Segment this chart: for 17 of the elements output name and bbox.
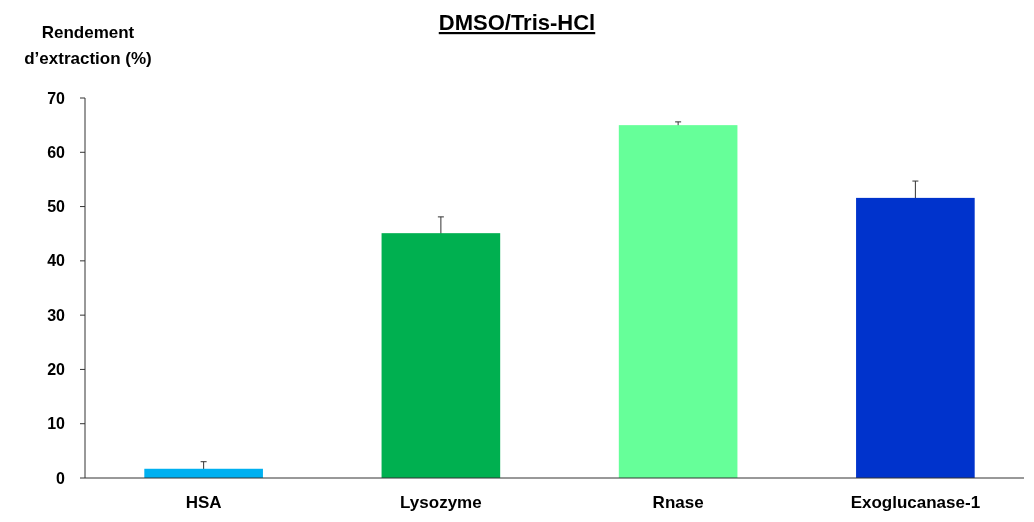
- chart-title: DMSO/Tris-HCl: [438, 10, 596, 35]
- y-tick-label: 0: [56, 469, 66, 487]
- x-tick-label: Lysozyme: [400, 493, 482, 512]
- x-tick-label: HSA: [185, 493, 222, 512]
- y-tick-label: 70: [47, 89, 66, 107]
- y-tick-label: 50: [47, 198, 66, 216]
- y-tick-label: 60: [47, 143, 66, 161]
- bar: [856, 197, 975, 478]
- y-tick-label: 10: [47, 415, 66, 433]
- y-axis-title: Rendement d’extraction (%): [24, 23, 152, 68]
- bar: [381, 233, 501, 478]
- bar: [618, 125, 738, 478]
- y-tick-label: 20: [47, 361, 66, 379]
- y-tick-label: 30: [47, 306, 66, 324]
- x-tick-label: Exoglucanase-1: [850, 493, 981, 512]
- x-tick-label: Rnase: [652, 493, 704, 512]
- y-tick-label: 40: [47, 252, 66, 270]
